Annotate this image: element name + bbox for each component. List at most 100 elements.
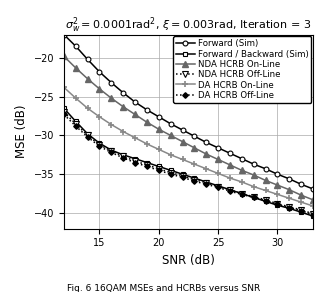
NDA HCRB On-Line: [97, 87, 101, 91]
Line: DA HCRB Off-Line: DA HCRB Off-Line: [62, 112, 315, 216]
DA HCRB Off-Line: [169, 173, 173, 176]
Forward (Sim): [287, 177, 291, 181]
DA HCRB On-Line: [145, 142, 149, 146]
DA HCRB Off-Line: [121, 156, 125, 160]
DA HCRB On-Line: [252, 185, 256, 188]
Forward (Sim): [157, 115, 161, 119]
DA HCRB On-Line: [299, 200, 303, 204]
NDA HCRB Off-Line: [252, 195, 256, 199]
DA HCRB On-Line: [74, 96, 78, 100]
DA HCRB On-Line: [276, 193, 279, 196]
Forward (Sim): [264, 167, 268, 171]
NDA HCRB Off-Line: [276, 202, 279, 206]
DA HCRB Off-Line: [62, 113, 66, 116]
Forward / Backward (Sim): [264, 200, 268, 203]
NDA HCRB On-Line: [133, 113, 137, 116]
NDA HCRB On-Line: [264, 179, 268, 182]
Forward / Backward (Sim): [311, 214, 315, 218]
Forward (Sim): [145, 108, 149, 112]
Forward (Sim): [204, 141, 208, 144]
DA HCRB On-Line: [86, 107, 90, 110]
NDA HCRB Off-Line: [228, 188, 232, 192]
DA HCRB Off-Line: [311, 213, 315, 216]
NDA HCRB On-Line: [86, 77, 90, 81]
NDA HCRB On-Line: [276, 183, 279, 187]
NDA HCRB On-Line: [228, 163, 232, 167]
Forward (Sim): [169, 122, 173, 126]
DA HCRB On-Line: [193, 162, 196, 166]
NDA HCRB Off-Line: [204, 181, 208, 185]
Forward (Sim): [228, 152, 232, 155]
Forward (Sim): [180, 128, 184, 132]
Forward (Sim): [133, 100, 137, 104]
Forward / Backward (Sim): [74, 120, 78, 123]
NDA HCRB Off-Line: [97, 143, 101, 147]
Forward (Sim): [109, 81, 113, 84]
NDA HCRB Off-Line: [193, 178, 196, 181]
Forward / Backward (Sim): [145, 161, 149, 164]
NDA HCRB On-Line: [240, 168, 244, 172]
Line: Forward (Sim): Forward (Sim): [61, 32, 316, 191]
DA HCRB On-Line: [97, 115, 101, 119]
DA HCRB On-Line: [311, 204, 315, 208]
DA HCRB On-Line: [121, 130, 125, 133]
NDA HCRB Off-Line: [121, 155, 125, 158]
DA HCRB On-Line: [264, 189, 268, 192]
NDA HCRB On-Line: [169, 134, 173, 137]
DA HCRB On-Line: [180, 158, 184, 161]
Forward / Backward (Sim): [193, 176, 196, 180]
Forward / Backward (Sim): [157, 165, 161, 168]
Forward (Sim): [252, 162, 256, 166]
NDA HCRB Off-Line: [216, 185, 220, 188]
NDA HCRB On-Line: [180, 140, 184, 143]
DA HCRB On-Line: [287, 197, 291, 200]
Line: NDA HCRB Off-Line: NDA HCRB Off-Line: [61, 110, 316, 217]
Text: Fig. 6 16QAM MSEs and HCRBs versus SNR: Fig. 6 16QAM MSEs and HCRBs versus SNR: [67, 284, 261, 292]
Forward (Sim): [86, 58, 90, 61]
NDA HCRB On-Line: [109, 96, 113, 100]
DA HCRB Off-Line: [216, 186, 220, 189]
Forward / Backward (Sim): [228, 188, 232, 192]
NDA HCRB Off-Line: [299, 208, 303, 212]
DA HCRB On-Line: [133, 136, 137, 140]
NDA HCRB On-Line: [62, 55, 66, 58]
NDA HCRB Off-Line: [109, 149, 113, 153]
DA HCRB On-Line: [157, 148, 161, 151]
DA HCRB On-Line: [216, 172, 220, 175]
Forward / Backward (Sim): [86, 132, 90, 135]
NDA HCRB Off-Line: [62, 110, 66, 114]
NDA HCRB On-Line: [157, 128, 161, 131]
DA HCRB Off-Line: [157, 168, 161, 172]
NDA HCRB On-Line: [311, 198, 315, 201]
DA HCRB Off-Line: [74, 124, 78, 128]
DA HCRB Off-Line: [299, 209, 303, 212]
NDA HCRB On-Line: [299, 193, 303, 197]
DA HCRB On-Line: [109, 123, 113, 126]
DA HCRB Off-Line: [109, 151, 113, 154]
NDA HCRB Off-Line: [169, 171, 173, 174]
NDA HCRB On-Line: [287, 188, 291, 192]
Y-axis label: MSE (dB): MSE (dB): [15, 105, 28, 158]
Forward / Backward (Sim): [133, 157, 137, 160]
NDA HCRB On-Line: [145, 121, 149, 124]
DA HCRB Off-Line: [193, 180, 196, 183]
Forward (Sim): [74, 44, 78, 48]
NDA HCRB Off-Line: [240, 192, 244, 195]
NDA HCRB Off-Line: [86, 134, 90, 137]
DA HCRB On-Line: [240, 180, 244, 184]
Forward (Sim): [216, 146, 220, 150]
NDA HCRB On-Line: [121, 105, 125, 109]
Forward / Backward (Sim): [299, 211, 303, 214]
NDA HCRB On-Line: [74, 66, 78, 70]
DA HCRB On-Line: [62, 86, 66, 89]
DA HCRB On-Line: [204, 167, 208, 171]
DA HCRB Off-Line: [276, 203, 279, 206]
Forward / Backward (Sim): [121, 153, 125, 157]
NDA HCRB Off-Line: [264, 198, 268, 201]
NDA HCRB Off-Line: [74, 122, 78, 126]
Forward (Sim): [311, 187, 315, 191]
Forward / Backward (Sim): [62, 107, 66, 110]
Title: $\sigma_w^2 = 0.0001\mathrm{rad}^2$, $\xi = 0.003\mathrm{rad}$, Iteration = 3: $\sigma_w^2 = 0.0001\mathrm{rad}^2$, $\x…: [65, 15, 312, 34]
DA HCRB Off-Line: [145, 165, 149, 168]
NDA HCRB On-Line: [216, 158, 220, 161]
